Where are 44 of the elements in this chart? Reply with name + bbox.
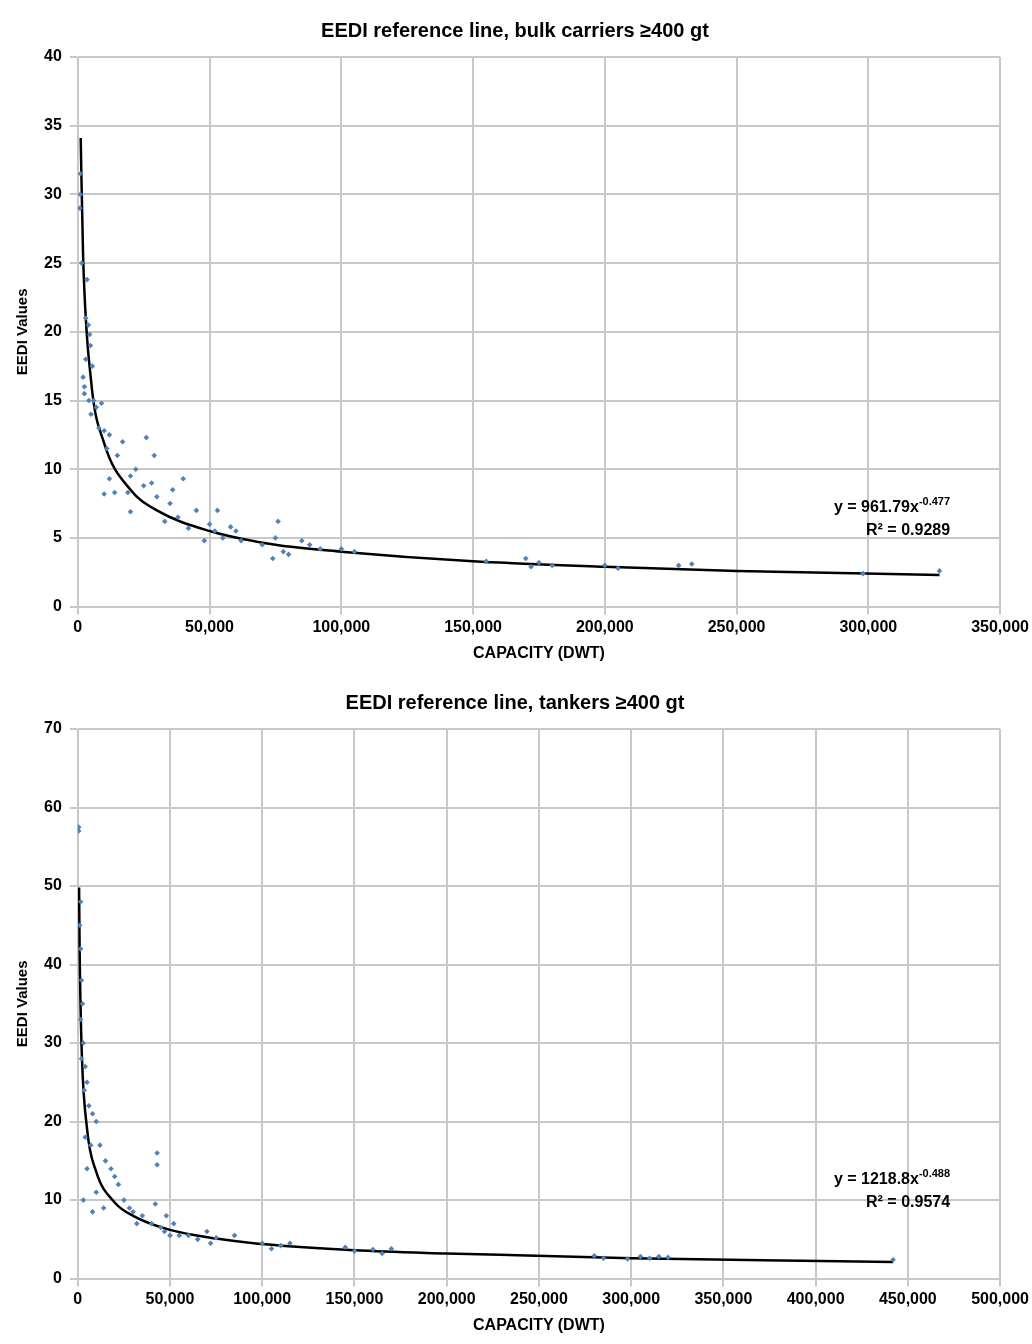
annotation: R² = 0.9574 (866, 1192, 951, 1210)
x-tick-label: 0 (73, 617, 83, 635)
annotation: R² = 0.9289 (866, 520, 951, 538)
x-tick-label: 50,000 (185, 617, 235, 635)
x-tick-label: 150,000 (325, 1289, 384, 1307)
x-tick-label: 300,000 (839, 617, 898, 635)
y-tick-label: 0 (52, 597, 62, 615)
y-tick-label: 10 (44, 459, 62, 477)
x-tick-label: 0 (73, 1289, 83, 1307)
x-axis-title: CAPACITY (DWT) (473, 1315, 605, 1333)
y-tick-label: 20 (44, 1111, 62, 1129)
y-tick-label: 40 (44, 954, 62, 972)
y-tick-label: 20 (44, 322, 62, 340)
x-tick-label: 200,000 (575, 617, 634, 635)
x-tick-label: 250,000 (707, 617, 766, 635)
x-tick-label: 450,000 (878, 1289, 937, 1307)
y-tick-label: 35 (44, 116, 62, 134)
x-tick-label: 300,000 (602, 1289, 661, 1307)
x-tick-label: 350,000 (694, 1289, 753, 1307)
y-tick-label: 25 (44, 253, 62, 271)
x-tick-label: 250,000 (510, 1289, 568, 1307)
y-tick-label: 5 (52, 528, 62, 546)
x-axis-title: CAPACITY (DWT) (473, 643, 605, 661)
chart-title: EEDI reference line, tankers ≥400 gt (345, 690, 685, 713)
chart-title: EEDI reference line, bulk carriers ≥400 gt (321, 18, 710, 41)
x-tick-label: 200,000 (417, 1289, 476, 1307)
y-tick-label: 30 (44, 1033, 62, 1051)
y-tick-label: 30 (44, 184, 62, 202)
x-tick-label: 400,000 (786, 1289, 845, 1307)
x-tick-label: 500,000 (971, 1289, 1030, 1307)
y-tick-label: 60 (44, 797, 62, 815)
y-axis-title: EEDI Values (13, 960, 31, 1048)
y-tick-label: 0 (52, 1269, 62, 1287)
x-tick-label: 100,000 (312, 617, 371, 635)
x-tick-label: 350,000 (971, 617, 1030, 635)
y-tick-label: 70 (44, 719, 62, 737)
x-tick-label: 50,000 (145, 1289, 195, 1307)
y-tick-label: 15 (44, 390, 62, 408)
y-tick-label: 40 (44, 47, 62, 65)
y-tick-label: 50 (44, 876, 62, 894)
x-tick-label: 150,000 (444, 617, 503, 635)
y-axis-title: EEDI Values (13, 288, 31, 376)
x-tick-label: 100,000 (233, 1289, 292, 1307)
y-tick-label: 10 (44, 1190, 62, 1208)
